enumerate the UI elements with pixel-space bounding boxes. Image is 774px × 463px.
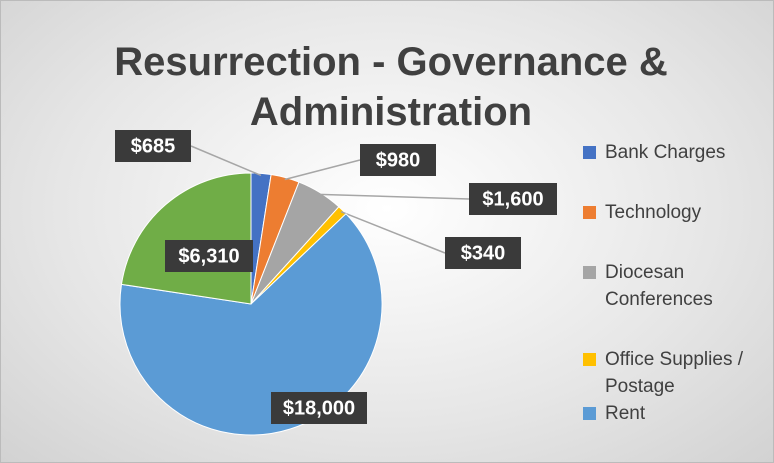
- legend-item: Diocesan Conferences: [583, 259, 763, 313]
- legend-label: Rent: [605, 403, 646, 424]
- legend-label: Diocesan Conferences: [605, 262, 713, 310]
- pie-slice: [119, 213, 383, 436]
- data-label-box: [115, 130, 191, 162]
- data-label-box: [469, 183, 557, 215]
- leader-line: [318, 193, 470, 200]
- legend-swatch: [583, 206, 596, 219]
- pie-slice: [120, 172, 252, 305]
- legend-item: Office Supplies / Postage: [583, 346, 763, 400]
- leader-line: [190, 145, 262, 177]
- legend-swatch: [583, 266, 596, 279]
- legend: Bank Charges Technology Diocesan Conferenc…: [583, 139, 763, 427]
- data-label: $1,600: [482, 188, 543, 210]
- data-label: $6,310: [178, 245, 239, 267]
- data-label-box: [445, 237, 521, 269]
- data-label-box: [165, 240, 253, 272]
- data-label: $340: [461, 242, 506, 264]
- legend-label: Technology: [605, 202, 702, 223]
- legend-label: Office Supplies / Postage: [605, 349, 744, 397]
- legend-item: Bank Charges: [583, 139, 763, 166]
- legend-label: Bank Charges: [605, 142, 726, 163]
- data-label: $685: [131, 135, 176, 157]
- chart-title: Resurrection - Governance & Administrati…: [114, 40, 668, 134]
- data-label: $18,000: [283, 397, 355, 419]
- leader-line: [284, 159, 361, 181]
- data-label: $980: [376, 149, 421, 171]
- data-label-box: [360, 144, 436, 176]
- legend-item: Rent: [583, 400, 763, 427]
- legend-swatch: [583, 146, 596, 159]
- legend-item: Technology: [583, 199, 763, 226]
- legend-swatch: [583, 353, 596, 366]
- legend-swatch: [583, 407, 596, 420]
- leader-line: [340, 210, 446, 254]
- data-label-box: [271, 392, 367, 424]
